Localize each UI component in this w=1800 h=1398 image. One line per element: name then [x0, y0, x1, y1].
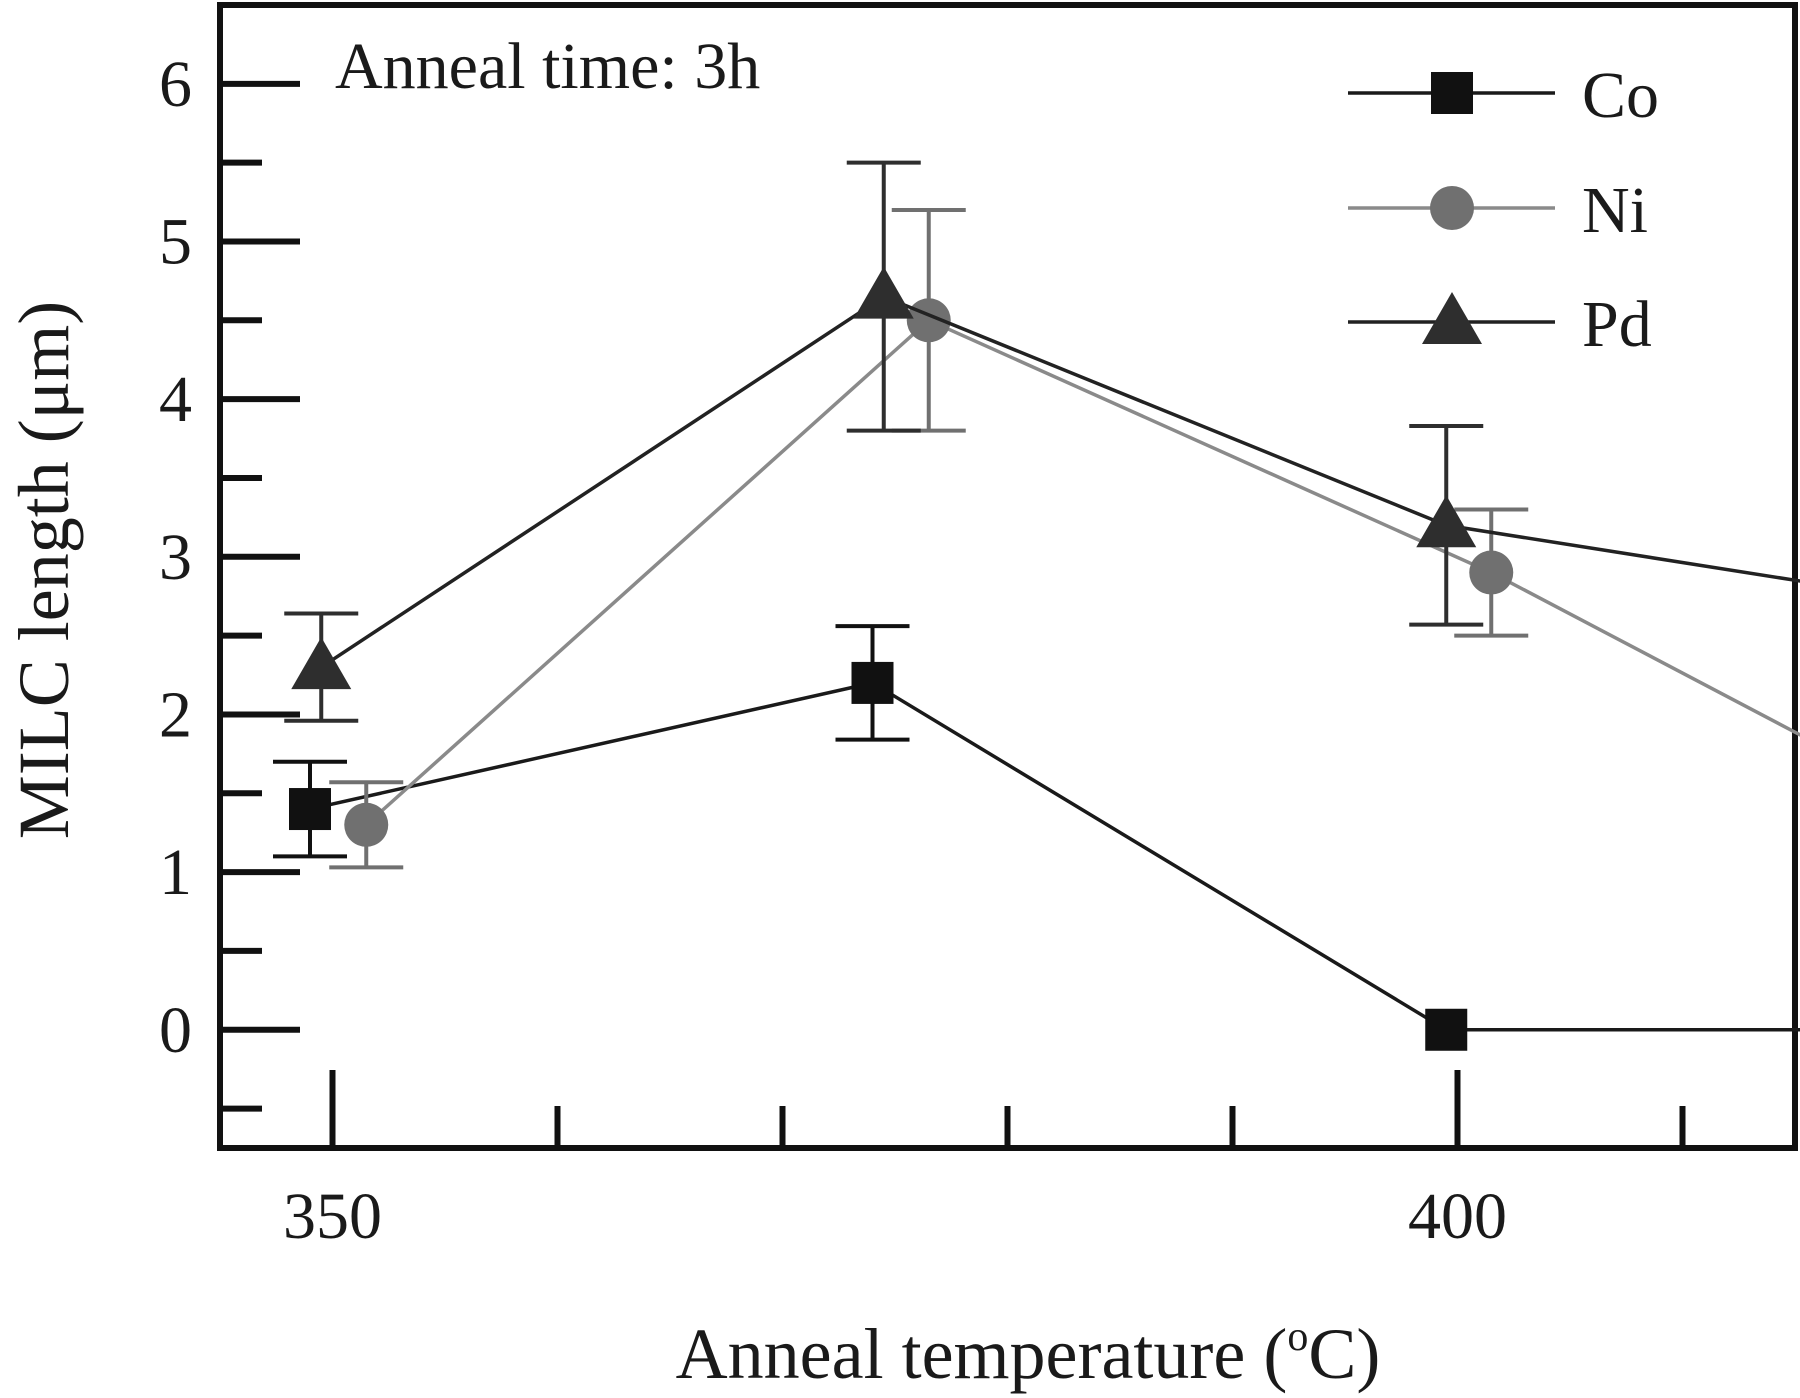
- legend-marker-pd: [1422, 292, 1482, 344]
- legend-label-co: Co: [1582, 59, 1659, 132]
- series-pd: [284, 160, 1800, 723]
- x-tick-label: 400: [1408, 1180, 1507, 1253]
- data-point-ni: [344, 802, 389, 847]
- data-point-co: [851, 661, 894, 704]
- y-tick-label: 6: [159, 48, 192, 121]
- y-tick-label: 4: [159, 363, 192, 436]
- series-co: [273, 624, 1800, 1051]
- y-tick-label: 1: [159, 836, 192, 909]
- legend-item-pd: Pd: [1348, 288, 1652, 361]
- series-line-pd: [320, 294, 1800, 669]
- x-tick-label: 350: [283, 1180, 382, 1253]
- series-line-ni: [365, 318, 1800, 827]
- data-point-ni: [1469, 550, 1514, 595]
- data-point-pd: [853, 266, 914, 319]
- y-tick-label: 5: [159, 205, 192, 278]
- series-line-co: [309, 681, 1800, 1032]
- legend-marker-ni: [1430, 186, 1474, 230]
- annotation-anneal-time: Anneal time: 3h: [335, 30, 760, 103]
- x-axis-label: Anneal temperature (oC): [676, 1314, 1381, 1394]
- y-axis-label: MILC length (μm): [4, 301, 84, 840]
- legend-label-ni: Ni: [1582, 174, 1648, 247]
- y-tick-label: 0: [159, 994, 192, 1067]
- series-ni: [329, 207, 1800, 870]
- legend-marker-co: [1431, 72, 1473, 114]
- legend-label-pd: Pd: [1582, 288, 1652, 361]
- data-point-co: [1425, 1008, 1468, 1051]
- data-point-pd: [1416, 495, 1477, 548]
- legend-item-co: Co: [1348, 59, 1659, 132]
- y-tick-label: 3: [159, 521, 192, 594]
- y-tick-label: 2: [159, 678, 192, 751]
- data-point-co: [289, 788, 331, 831]
- data-point-pd: [291, 637, 352, 690]
- legend-item-ni: Ni: [1348, 174, 1648, 247]
